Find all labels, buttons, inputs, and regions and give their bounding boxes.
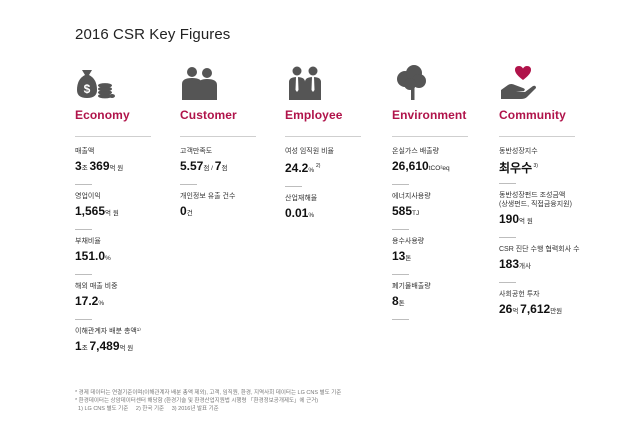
metric: 동반성장펀드 조성금액 (상생펀드, 직접금융지원) 190억 원 xyxy=(499,191,577,238)
metric-value: 5.57점 / 7점 xyxy=(180,159,228,173)
metric-separator xyxy=(392,319,409,320)
metric: 여성 임직원 비율 24.2% 2) xyxy=(285,147,363,187)
divider xyxy=(285,136,361,137)
metric-value: 190억 원 xyxy=(499,212,533,226)
metric-value: 24.2% 2) xyxy=(285,161,321,175)
metric-separator xyxy=(180,184,197,185)
metric: 이해관계자 배분 총액¹⁾ 1조 7,489억 원 xyxy=(75,327,153,356)
metric-value: 26,610tCO²eq xyxy=(392,159,450,173)
metric-separator xyxy=(75,184,92,185)
metric-separator xyxy=(285,186,302,187)
metric-label: 영업이익 xyxy=(75,193,101,200)
heart-hand-icon xyxy=(499,62,577,100)
metric-label: 용수사용량 xyxy=(392,238,425,245)
metric: 개인정보 유출 건수 0건 xyxy=(180,192,258,221)
metric-value: 1,565억 원 xyxy=(75,204,119,218)
page-title: 2016 CSR Key Figures xyxy=(75,26,231,43)
metric: 해외 매출 비중 17.2% xyxy=(75,282,153,320)
metric-value: 17.2% xyxy=(75,294,105,308)
metric-value: 151.0% xyxy=(75,249,111,263)
divider xyxy=(180,136,256,137)
metric-value: 최우수 3) xyxy=(499,161,538,175)
metric-value: 3조 369억 원 xyxy=(75,159,124,173)
tree-icon xyxy=(392,62,470,100)
metric: 에너지사용량 585TJ xyxy=(392,192,470,230)
metric-separator xyxy=(499,282,516,283)
category-label: Economy xyxy=(75,108,130,122)
metric: 사회공헌 투자 26억 7,612만원 xyxy=(499,290,577,319)
metric-separator xyxy=(75,319,92,320)
metric-label: 온실가스 배출량 xyxy=(392,148,440,155)
metric: 매출액 3조 369억 원 xyxy=(75,147,153,185)
metric-label: 산업재해율 xyxy=(285,195,318,202)
metric-label: 개인정보 유출 건수 xyxy=(180,193,236,200)
metric-label: 동반성장지수 xyxy=(499,148,538,155)
metric-separator xyxy=(75,274,92,275)
employees-icon xyxy=(285,62,363,100)
svg-text:$: $ xyxy=(84,82,91,96)
divider xyxy=(75,136,151,137)
metric-value: 1조 7,489억 원 xyxy=(75,339,134,353)
divider xyxy=(392,136,468,137)
category-label: Environment xyxy=(392,108,467,122)
column-employee: Employee 여성 임직원 비율 24.2% 2) 산업재해율 0.01% xyxy=(285,62,363,223)
metric-label: 여성 임직원 비율 xyxy=(285,148,334,155)
metric-value: 585TJ xyxy=(392,204,420,218)
metric-value: 0건 xyxy=(180,204,193,218)
metric-separator xyxy=(499,183,516,184)
metric-value: 183개사 xyxy=(499,257,531,271)
metric-label: 동반성장펀드 조성금액 (상생펀드, 직접금융지원) xyxy=(499,192,572,208)
customers-icon xyxy=(180,62,258,100)
metric-separator xyxy=(392,184,409,185)
metric-label: 고객만족도 xyxy=(180,148,213,155)
metric-value: 8톤 xyxy=(392,294,405,308)
metric-label: CSR 진단 수행 협력회사 수 xyxy=(499,246,580,253)
metric: 온실가스 배출량 26,610tCO²eq xyxy=(392,147,470,185)
metric: 부채비율 151.0% xyxy=(75,237,153,275)
metric-label: 해외 매출 비중 xyxy=(75,283,118,290)
metric-label: 사회공헌 투자 xyxy=(499,291,540,298)
metric-label: 폐기물배출량 xyxy=(392,283,431,290)
footnotes: * 경제 데이터는 연결기준이며(이해관계자 배분 총액 제외), 고객, 임직… xyxy=(75,389,341,413)
metric-label: 이해관계자 배분 총액¹⁾ xyxy=(75,328,141,335)
metric-value: 26억 7,612만원 xyxy=(499,302,563,316)
metric: 영업이익 1,565억 원 xyxy=(75,192,153,230)
divider xyxy=(499,136,575,137)
footnote-3: 1) LG CNS 별도 기준 2) 한국 기준 3) 2016년 발표 기준 xyxy=(75,406,219,412)
metric: 산업재해율 0.01% xyxy=(285,194,363,223)
metric-separator xyxy=(75,229,92,230)
metric: 폐기물배출량 8톤 xyxy=(392,282,470,320)
footnote-1: * 경제 데이터는 연결기준이며(이해관계자 배분 총액 제외), 고객, 임직… xyxy=(75,390,342,396)
metric-separator xyxy=(499,237,516,238)
metric-label: 매출액 xyxy=(75,148,95,155)
metric-label: 부채비율 xyxy=(75,238,101,245)
column-environment: Environment 온실가스 배출량 26,610tCO²eq 에너지사용량 585… xyxy=(392,62,470,320)
metric: 용수사용량 13톤 xyxy=(392,237,470,275)
metric-value: 13톤 xyxy=(392,249,412,263)
category-label: Employee xyxy=(285,108,343,122)
category-label: Community xyxy=(499,108,566,122)
category-label: Customer xyxy=(180,108,237,122)
metric-value: 0.01% xyxy=(285,206,315,220)
metric: CSR 진단 수행 협력회사 수 183개사 xyxy=(499,245,580,283)
metric-separator xyxy=(392,274,409,275)
metric-label: 에너지사용량 xyxy=(392,193,431,200)
money-bag-coins-icon: $ xyxy=(75,62,153,100)
metric-separator xyxy=(392,229,409,230)
metric: 고객만족도 5.57점 / 7점 xyxy=(180,147,258,185)
footnote-2: * 환경데이터는 상암데이터센터 해당함 (환경기술 및 환경산업지원법 시행령… xyxy=(75,398,319,404)
